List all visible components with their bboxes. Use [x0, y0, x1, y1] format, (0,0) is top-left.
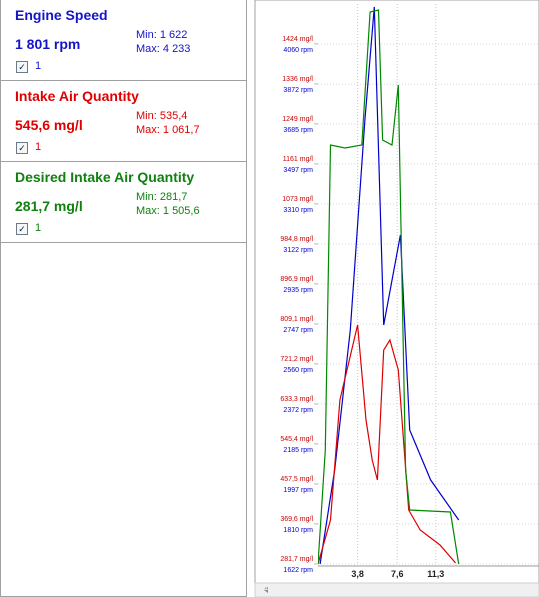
signal-panel: Desired Intake Air Quantity 281,7 mg/l Min…: [1, 162, 246, 243]
y2-tick-label: 3872 rpm: [283, 87, 313, 94]
y2-tick-label: 1622 rpm: [283, 567, 313, 574]
y-tick-label: 1424 mg/l: [282, 36, 313, 43]
series-line: [318, 324, 457, 565]
checkbox-label: 1: [35, 222, 42, 234]
y2-tick-label: 3122 rpm: [283, 247, 313, 254]
checkbox-label: 1: [35, 60, 42, 72]
y-tick-label: 545,4 mg/l: [280, 436, 313, 443]
y2-tick-label: 2372 rpm: [283, 407, 313, 414]
y-tick-label: 721,2 mg/l: [280, 356, 313, 363]
checkbox[interactable]: ✓: [16, 223, 28, 235]
signal-min: Min: 281,7: [136, 191, 188, 203]
signal-title: Engine Speed: [15, 7, 108, 23]
y2-tick-label: 1997 rpm: [283, 487, 313, 494]
signal-list: Engine Speed 1 801 rpm Min: 1 622 Max: 4 23…: [0, 0, 247, 597]
checkbox[interactable]: ✓: [16, 61, 28, 73]
y2-tick-label: 2185 rpm: [283, 447, 313, 454]
y-tick-label: 896,9 mg/l: [280, 276, 313, 283]
y-tick-label: 984,8 mg/l: [280, 236, 313, 243]
signal-panel: Engine Speed 1 801 rpm Min: 1 622 Max: 4 23…: [1, 0, 246, 81]
x-tick-label: 11,3: [427, 569, 444, 579]
signal-min: Min: 535,4: [136, 110, 188, 122]
plot: 281,7 mg/l 369,6 mg/l 457,5 mg/l 545,4 mg/l…: [280, 4, 539, 579]
y-tick-label: 1249 mg/l: [282, 116, 313, 123]
signal-value: 281,7 mg/l: [15, 198, 83, 214]
checkbox-label: 1: [35, 141, 42, 153]
series-line: [318, 9, 460, 565]
scrollbar[interactable]: [254, 582, 539, 597]
y-tick-label: 369,6 mg/l: [280, 516, 313, 523]
signal-max: Max: 1 061,7: [136, 124, 200, 136]
y-tick-label: 1161 mg/l: [283, 156, 314, 163]
y2-tick-label: 1810 rpm: [283, 527, 313, 534]
y-tick-label: 1336 mg/l: [282, 76, 313, 83]
signal-title: Desired Intake Air Quantity: [15, 169, 195, 185]
y2-tick-label: 2560 rpm: [283, 367, 313, 374]
y2-tick-label: 3497 rpm: [283, 167, 313, 174]
scroll-left-arrow[interactable]: [264, 587, 268, 593]
x-tick-label: 7,6: [391, 569, 404, 579]
signal-value: 545,6 mg/l: [15, 117, 83, 133]
y2-tick-label: 4060 rpm: [283, 47, 313, 54]
series-line: [319, 6, 460, 565]
series-layer: [318, 6, 460, 565]
signal-min: Min: 1 622: [136, 29, 188, 41]
signal-panel: Intake Air Quantity 545,6 mg/l Min: 535,4 M…: [1, 81, 246, 162]
signal-max: Max: 4 233: [136, 43, 191, 55]
signal-max: Max: 1 505,6: [136, 205, 200, 217]
y2-tick-label: 2935 rpm: [283, 287, 313, 294]
x-tick-label: 3,8: [351, 569, 364, 579]
y-tick-label: 809,1 mg/l: [280, 316, 313, 323]
checkbox[interactable]: ✓: [16, 142, 28, 154]
y-tick-label: 633,3 mg/l: [280, 396, 313, 403]
y2-tick-label: 3310 rpm: [283, 207, 313, 214]
y2-tick-label: 2747 rpm: [283, 327, 313, 334]
y2-tick-label: 3685 rpm: [283, 127, 313, 134]
signal-title: Intake Air Quantity: [15, 88, 139, 104]
y-tick-label: 457,5 mg/l: [280, 476, 313, 483]
y-tick-label: 281,7 mg/l: [280, 556, 313, 563]
y-tick-label: 1073 mg/l: [282, 196, 313, 203]
signal-value: 1 801 rpm: [15, 36, 81, 52]
